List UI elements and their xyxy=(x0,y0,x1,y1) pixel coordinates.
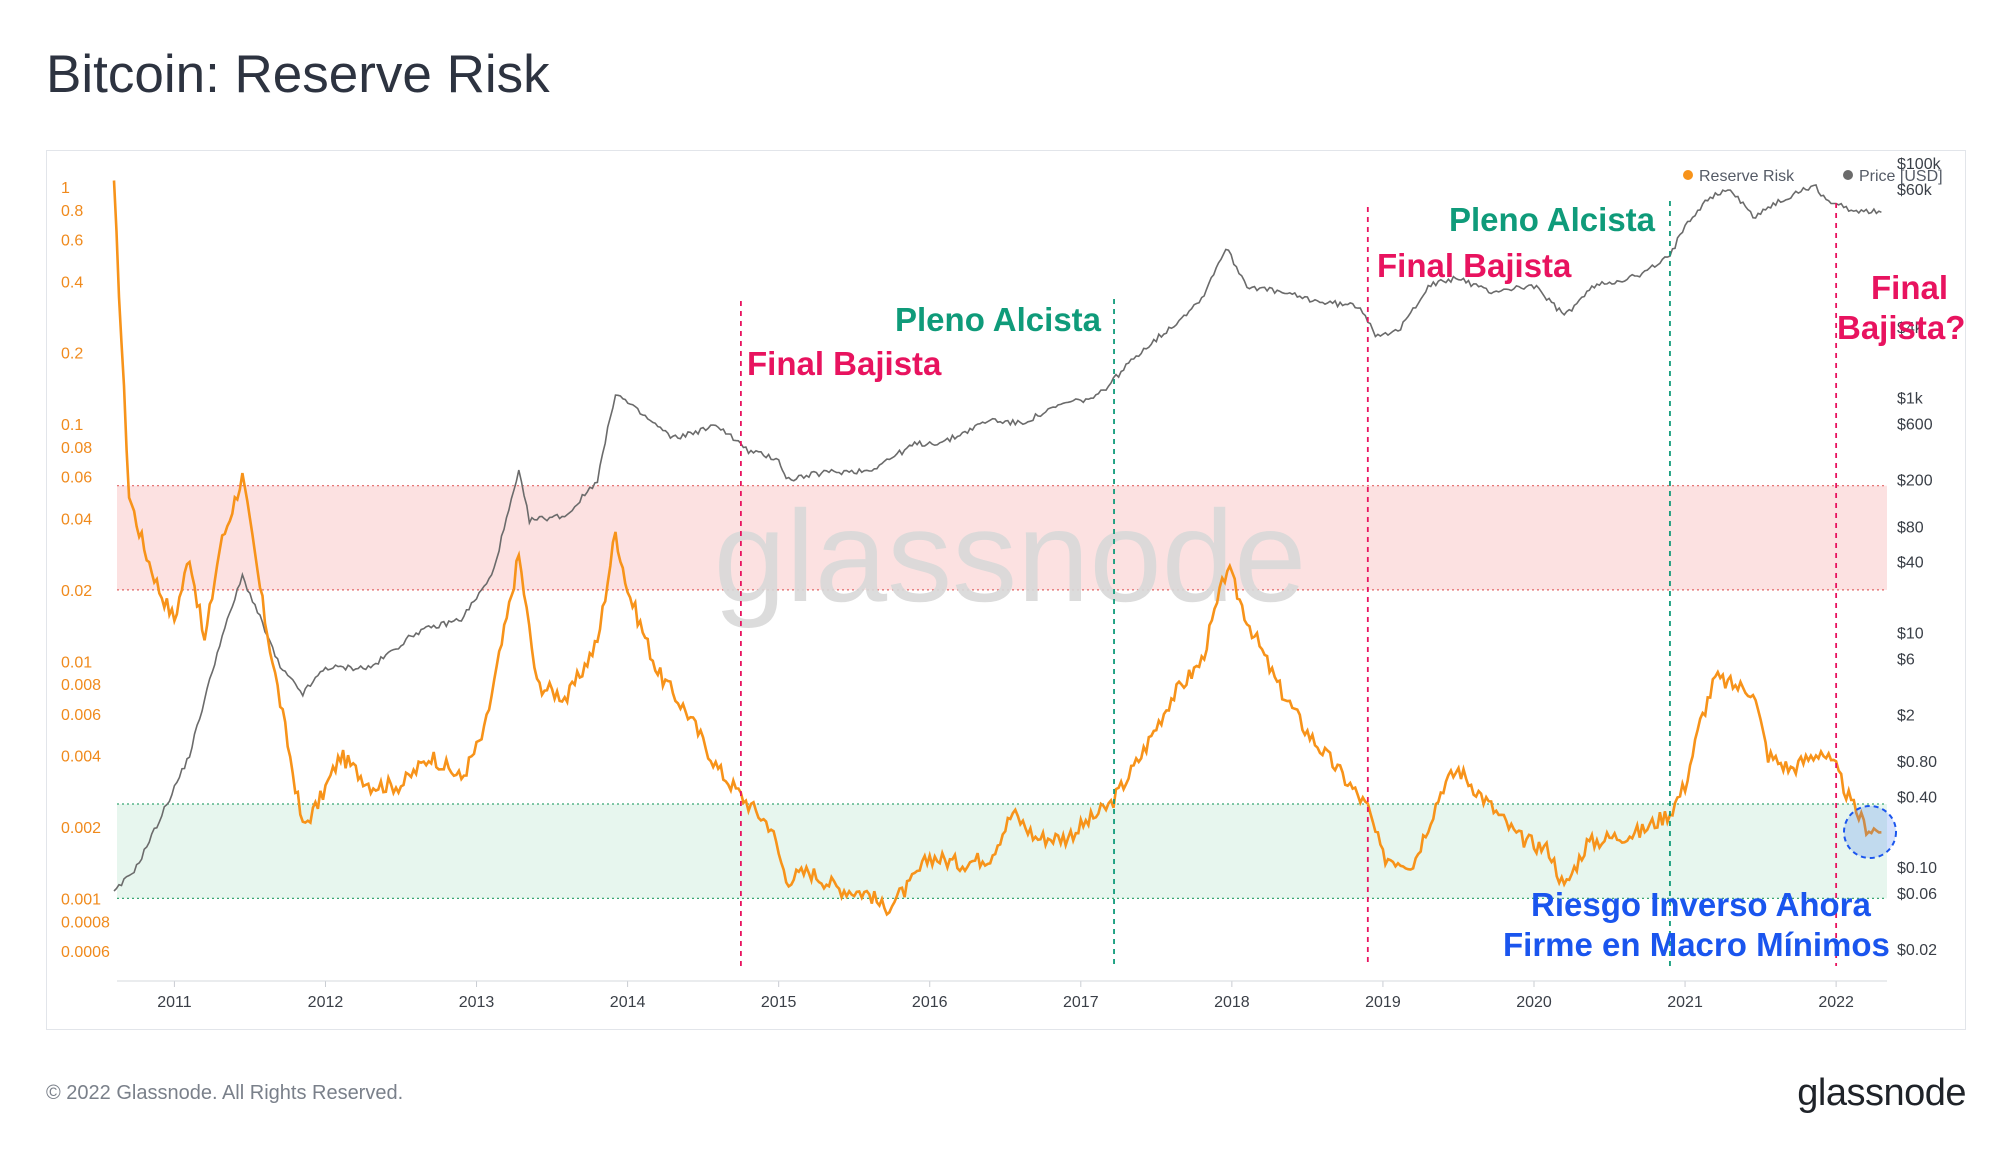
y-right-tick: $80 xyxy=(1897,519,1924,536)
y-left-tick: 1 xyxy=(61,180,70,197)
annotation-bear-3-line2: Bajista? xyxy=(1837,309,1965,346)
y-left-tick: 0.08 xyxy=(61,440,92,457)
y-right-tick: $60k xyxy=(1897,182,1933,199)
x-tick: 2019 xyxy=(1365,994,1401,1011)
y-left-tick: 0.1 xyxy=(61,417,83,434)
y-left-tick: 0.0006 xyxy=(61,944,110,961)
y-right-tick: $0.06 xyxy=(1897,886,1937,903)
y-left-tick: 0.04 xyxy=(61,511,92,528)
y-left-tick: 0.0008 xyxy=(61,914,110,931)
x-tick: 2014 xyxy=(610,994,646,1011)
y-left-tick: 0.01 xyxy=(61,654,92,671)
y-left-tick: 0.8 xyxy=(61,203,83,220)
watermark: glassnode xyxy=(714,483,1307,629)
annotation-note-line2: Firme en Macro Mínimos xyxy=(1503,926,1890,963)
y-right-tick: $10 xyxy=(1897,625,1924,642)
x-tick: 2022 xyxy=(1818,994,1854,1011)
y-left-tick: 0.002 xyxy=(61,820,101,837)
chart-frame: glassnode 1 0.8 0.6 0.4 0.2 0.1 0.08 0.06 0.04 0.… xyxy=(46,150,1966,1030)
legend-reserve-risk: Reserve Risk xyxy=(1699,168,1795,185)
y-left-tick: 0.4 xyxy=(61,274,83,291)
y-right-tick: $0.10 xyxy=(1897,860,1937,877)
current-level-circle xyxy=(1843,805,1897,859)
y-right-tick: $0.80 xyxy=(1897,754,1937,771)
y-right-tick: $6 xyxy=(1897,651,1915,668)
legend-dot-reserve-risk xyxy=(1683,170,1693,180)
annotation-note-line1: Riesgo Inverso Ahora xyxy=(1531,886,1872,923)
x-tick: 2016 xyxy=(912,994,948,1011)
y-left-tick: 0.06 xyxy=(61,470,92,487)
y-left-tick: 0.001 xyxy=(61,891,101,908)
y-left-tick: 0.02 xyxy=(61,583,92,600)
x-tick: 2017 xyxy=(1063,994,1099,1011)
y-left-tick: 0.6 xyxy=(61,233,83,250)
y-right-tick: $1k xyxy=(1897,391,1924,408)
y-right-tick: $200 xyxy=(1897,473,1933,490)
annotation-bear-2: Final Bajista xyxy=(1377,247,1572,284)
page-title: Bitcoin: Reserve Risk xyxy=(46,45,550,104)
y-left-tick: 0.008 xyxy=(61,677,101,694)
y-left-tick: 0.004 xyxy=(61,749,101,766)
y-right-tick: $100k xyxy=(1897,156,1942,173)
x-tick: 2020 xyxy=(1516,994,1552,1011)
reserve-risk-series xyxy=(112,180,1882,917)
y-right-tick: $4k xyxy=(1897,320,1924,337)
legend-dot-price xyxy=(1843,170,1853,180)
y-left-tick: 0.006 xyxy=(61,707,101,724)
y-left-tick: 0.2 xyxy=(61,346,83,363)
x-tick: 2013 xyxy=(459,994,495,1011)
annotation-bull-1: Pleno Alcista xyxy=(895,301,1102,338)
undervalued-band xyxy=(117,804,1887,899)
y-right-tick: $0.02 xyxy=(1897,942,1937,959)
x-tick: 2011 xyxy=(157,994,192,1011)
annotation-bull-2: Pleno Alcista xyxy=(1449,201,1656,238)
glassnode-logo: glassnode xyxy=(1797,1072,1966,1114)
copyright: © 2022 Glassnode. All Rights Reserved. xyxy=(46,1082,404,1104)
x-tick: 2015 xyxy=(761,994,797,1011)
reserve-risk-chart: glassnode 1 0.8 0.6 0.4 0.2 0.1 0.08 0.06 0.04 0.… xyxy=(61,156,1965,1011)
x-tick: 2018 xyxy=(1214,994,1250,1011)
annotation-bear-3-line1: Final xyxy=(1871,269,1948,306)
overheated-band xyxy=(117,485,1887,590)
y-right-tick: $600 xyxy=(1897,417,1933,434)
price-series xyxy=(113,183,1882,892)
y-right-tick: $40 xyxy=(1897,555,1924,572)
y-right-tick: $0.40 xyxy=(1897,789,1937,806)
chart-legend: Reserve Risk Price [USD] xyxy=(1683,168,1943,185)
x-tick: 2021 xyxy=(1667,994,1703,1011)
x-tick: 2012 xyxy=(308,994,344,1011)
legend-price: Price [USD] xyxy=(1859,168,1943,185)
y-right-tick: $2 xyxy=(1897,707,1915,724)
annotation-bear-1: Final Bajista xyxy=(747,345,942,382)
